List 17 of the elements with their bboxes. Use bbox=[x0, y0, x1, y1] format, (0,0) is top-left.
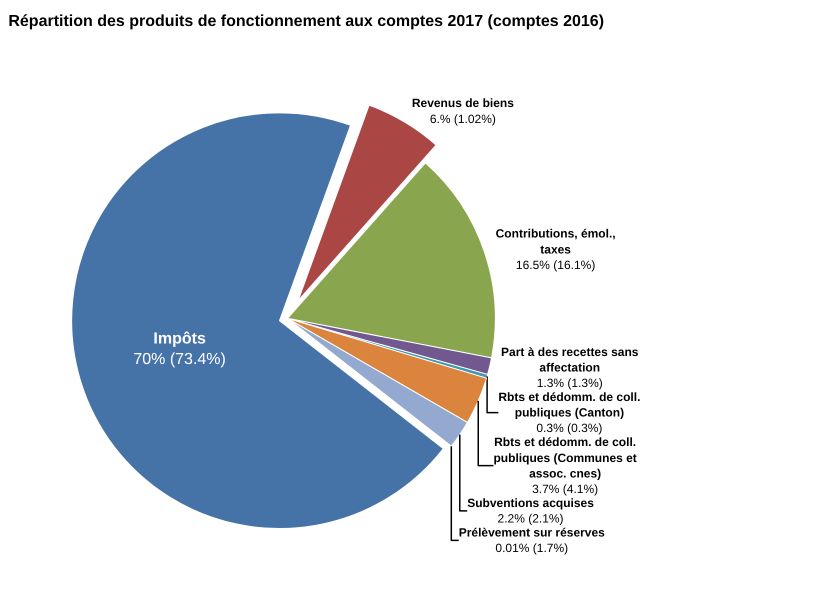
data-label: 0.01% (1.7%) bbox=[495, 541, 568, 556]
slice-label: Impôts bbox=[153, 330, 206, 348]
slice-label: Prélèvement sur réserves bbox=[458, 526, 606, 540]
data-label: 0.3% (0.3%) bbox=[536, 421, 602, 436]
slice-label: Revenus de biens bbox=[412, 96, 514, 110]
data-label: 1.3% (1.3%) bbox=[536, 376, 603, 390]
slice-label: Rbts et dédomm. de coll. publiques (Communes et assoc. cnes) bbox=[493, 435, 637, 480]
data-label: 3.7% (4.1%) bbox=[532, 482, 598, 496]
slice-label: Rbts et dédomm. de coll. publiques (Canton) bbox=[498, 390, 640, 420]
data-label: 70% (73.4%) bbox=[133, 351, 226, 368]
data-label: 6.% (1.02%) bbox=[430, 112, 496, 126]
chart-title: Répartition des produits de fonctionnement aux comptes 2017 (comptes 2016) bbox=[8, 13, 604, 30]
slice-label: Contributions, émol., taxes bbox=[496, 226, 616, 256]
slice-label: Subventions acquises bbox=[467, 496, 594, 510]
data-label: 16.5% (16.1%) bbox=[516, 258, 596, 272]
slice-label: Part à des recettes sans affectation bbox=[501, 344, 639, 374]
data-label: 2.2% (2.1%) bbox=[498, 512, 564, 526]
